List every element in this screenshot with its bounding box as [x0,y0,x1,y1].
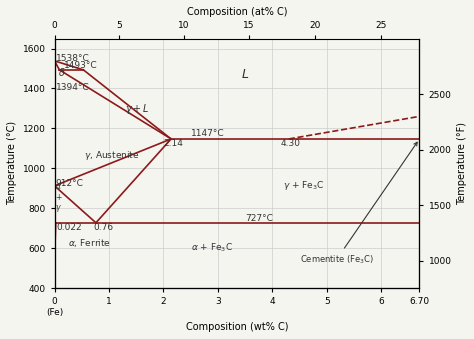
Text: 2.14: 2.14 [164,139,183,148]
Text: $\alpha$
+
$\gamma$: $\alpha$ + $\gamma$ [55,182,63,214]
Text: 0.76: 0.76 [94,223,114,232]
Text: $\alpha$, Ferrite: $\alpha$, Ferrite [68,237,111,249]
Text: $\delta$: $\delta$ [58,66,66,78]
Text: $L$: $L$ [241,68,249,81]
X-axis label: Composition (wt% C): Composition (wt% C) [186,322,288,332]
Text: Cementite (Fe$_3$C): Cementite (Fe$_3$C) [300,142,417,266]
X-axis label: Composition (at% C): Composition (at% C) [187,7,287,17]
Text: 912°C: 912°C [55,179,83,188]
Text: 727°C: 727°C [245,214,273,223]
Text: $\gamma + L$: $\gamma + L$ [125,102,150,116]
Text: 1147°C: 1147°C [191,129,224,138]
Y-axis label: Temperature (°F): Temperature (°F) [457,122,467,205]
Text: 4.30: 4.30 [281,139,301,148]
Text: 1394°C: 1394°C [55,83,89,92]
Text: $\alpha$ + Fe$_3$C: $\alpha$ + Fe$_3$C [191,241,233,254]
Text: 0.022: 0.022 [56,223,82,232]
Text: 1538°C: 1538°C [55,54,90,63]
Text: 1493°C: 1493°C [64,61,98,71]
Text: $\gamma$ + Fe$_3$C: $\gamma$ + Fe$_3$C [283,179,325,192]
Y-axis label: Temperature (°C): Temperature (°C) [7,121,17,205]
Text: $\gamma$, Austenite: $\gamma$, Austenite [84,149,140,162]
